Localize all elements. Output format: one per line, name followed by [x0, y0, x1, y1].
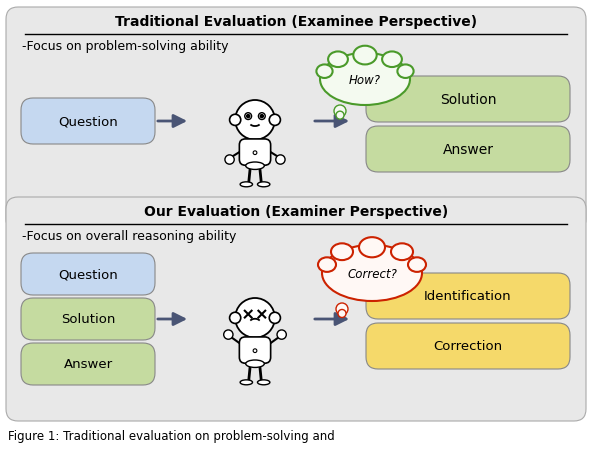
Text: -Focus on overall reasoning ability: -Focus on overall reasoning ability: [22, 230, 236, 243]
FancyBboxPatch shape: [366, 77, 570, 123]
Ellipse shape: [322, 245, 422, 301]
Text: Traditional Evaluation (Examinee Perspective): Traditional Evaluation (Examinee Perspec…: [115, 15, 477, 29]
FancyBboxPatch shape: [21, 343, 155, 385]
Circle shape: [253, 349, 257, 353]
FancyBboxPatch shape: [21, 253, 155, 295]
Circle shape: [276, 156, 285, 165]
Circle shape: [269, 313, 281, 324]
FancyBboxPatch shape: [239, 337, 271, 364]
Bar: [252, 133, 258, 142]
Circle shape: [235, 101, 275, 140]
Circle shape: [336, 304, 348, 315]
Circle shape: [277, 330, 287, 340]
Ellipse shape: [240, 183, 253, 187]
Circle shape: [225, 156, 234, 165]
FancyBboxPatch shape: [366, 127, 570, 173]
Ellipse shape: [258, 183, 270, 187]
Ellipse shape: [359, 238, 385, 258]
Ellipse shape: [258, 380, 270, 385]
Circle shape: [334, 106, 346, 118]
Ellipse shape: [316, 65, 333, 79]
Ellipse shape: [320, 54, 410, 106]
FancyBboxPatch shape: [6, 198, 586, 421]
Text: Figure 1: Traditional evaluation on problem-solving and: Figure 1: Traditional evaluation on prob…: [8, 429, 334, 442]
Ellipse shape: [391, 244, 413, 261]
Circle shape: [259, 114, 265, 120]
Text: How?: How?: [349, 74, 381, 86]
Circle shape: [235, 299, 275, 338]
Circle shape: [253, 152, 257, 155]
Circle shape: [260, 115, 263, 119]
FancyBboxPatch shape: [366, 273, 570, 319]
Ellipse shape: [246, 163, 264, 170]
FancyBboxPatch shape: [6, 8, 586, 231]
Circle shape: [230, 115, 241, 126]
Text: Correction: Correction: [433, 340, 503, 353]
FancyBboxPatch shape: [21, 99, 155, 145]
Ellipse shape: [408, 258, 426, 272]
Text: Solution: Solution: [440, 93, 496, 107]
Text: Correct?: Correct?: [347, 267, 397, 280]
Text: Identification: Identification: [424, 290, 512, 303]
FancyBboxPatch shape: [21, 299, 155, 340]
Ellipse shape: [397, 65, 414, 79]
Text: Solution: Solution: [61, 313, 115, 326]
FancyBboxPatch shape: [239, 140, 271, 166]
Text: Question: Question: [58, 268, 118, 281]
Ellipse shape: [331, 244, 353, 261]
Text: Answer: Answer: [63, 358, 112, 371]
Circle shape: [338, 310, 346, 318]
Ellipse shape: [382, 52, 402, 68]
Ellipse shape: [328, 52, 348, 68]
Ellipse shape: [240, 380, 253, 385]
Ellipse shape: [353, 46, 377, 65]
Circle shape: [269, 115, 281, 126]
Ellipse shape: [318, 258, 336, 272]
Circle shape: [336, 112, 344, 120]
Circle shape: [247, 115, 250, 119]
Ellipse shape: [246, 360, 264, 368]
Circle shape: [230, 313, 241, 324]
Circle shape: [224, 330, 233, 340]
Text: Our Evaluation (Examiner Perspective): Our Evaluation (Examiner Perspective): [144, 205, 448, 219]
Text: -Focus on problem-solving ability: -Focus on problem-solving ability: [22, 39, 229, 52]
Circle shape: [244, 114, 252, 120]
Text: Question: Question: [58, 115, 118, 128]
FancyBboxPatch shape: [366, 323, 570, 369]
Bar: [252, 331, 258, 339]
Text: Answer: Answer: [442, 143, 494, 156]
